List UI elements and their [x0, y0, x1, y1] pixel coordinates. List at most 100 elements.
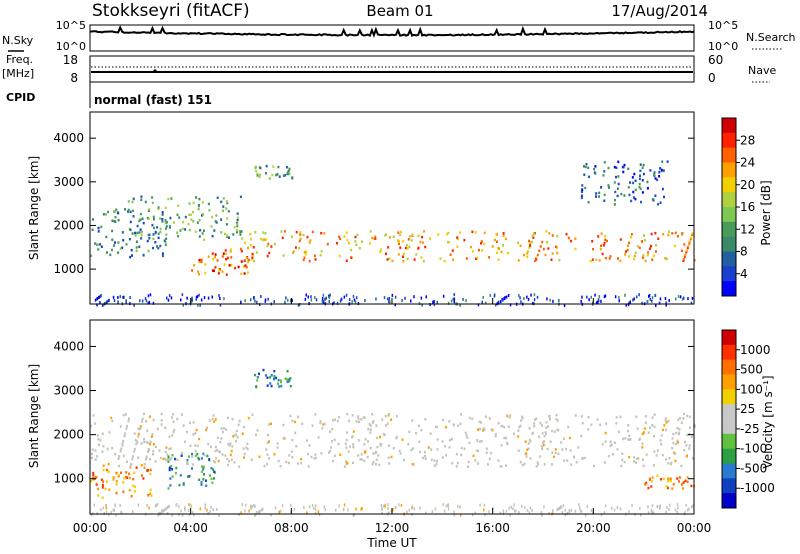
- data-cell: [147, 301, 149, 305]
- data-cell: [139, 218, 142, 221]
- data-cell: [167, 298, 170, 302]
- data-cell: [95, 483, 98, 486]
- data-cell: [457, 505, 459, 508]
- data-cell: [195, 428, 198, 432]
- colorbar-swatch: [722, 147, 736, 163]
- data-cell: [126, 476, 129, 479]
- colorbar-swatch: [722, 448, 736, 464]
- data-cell: [542, 443, 545, 447]
- data-cell: [651, 423, 654, 427]
- data-cell: [502, 244, 504, 247]
- data-cell: [397, 253, 400, 256]
- data-cell: [541, 424, 543, 427]
- data-cell: [226, 256, 229, 260]
- data-cell: [688, 447, 691, 450]
- data-cell: [497, 246, 500, 250]
- data-cell: [237, 265, 240, 269]
- data-cell: [671, 487, 674, 490]
- data-cell: [500, 425, 503, 428]
- data-cell: [625, 303, 627, 307]
- data-cell: [591, 240, 594, 243]
- data-cell: [148, 208, 151, 211]
- data-cell: [524, 506, 526, 510]
- data-cell: [417, 234, 420, 238]
- data-cell: [611, 506, 613, 510]
- data-cell: [258, 455, 261, 458]
- data-cell: [247, 258, 250, 262]
- data-cell: [198, 258, 201, 262]
- data-cell: [110, 416, 113, 420]
- data-cell: [270, 373, 273, 377]
- data-cell: [376, 445, 379, 449]
- data-cell: [590, 295, 592, 299]
- data-cell: [603, 461, 606, 464]
- data-cell: [686, 480, 689, 483]
- data-cell: [483, 231, 486, 235]
- data-cell: [371, 462, 374, 466]
- data-cell: [188, 202, 191, 205]
- data-cell: [562, 437, 565, 440]
- data-cell: [159, 227, 162, 231]
- data-cell: [236, 222, 239, 226]
- data-cell: [205, 479, 207, 482]
- data-cell: [587, 428, 590, 431]
- data-cell: [651, 416, 654, 419]
- data-cell: [678, 480, 680, 483]
- data-cell: [595, 258, 598, 261]
- data-cell: [280, 380, 282, 384]
- data-cell: [262, 368, 265, 372]
- data-cell: [563, 304, 566, 307]
- data-cell: [176, 231, 179, 234]
- data-cell: [202, 478, 205, 481]
- data-cell: [519, 424, 522, 428]
- data-cell: [662, 169, 665, 172]
- data-cell: [126, 460, 128, 464]
- data-cell: [164, 243, 167, 247]
- data-cell: [447, 301, 450, 305]
- data-cell: [90, 456, 93, 460]
- data-cell: [336, 301, 339, 305]
- data-cell: [171, 475, 174, 478]
- data-cell: [631, 176, 634, 179]
- data-cell: [340, 297, 343, 301]
- data-cell: [666, 506, 668, 509]
- data-cell: [194, 449, 197, 453]
- data-cell: [472, 513, 474, 517]
- data-cell: [303, 506, 305, 510]
- data-cell: [310, 295, 312, 299]
- data-cell: [629, 181, 632, 184]
- data-cell: [633, 254, 636, 258]
- data-cell: [600, 186, 603, 189]
- data-cell: [197, 270, 199, 273]
- data-cell: [297, 415, 299, 419]
- data-cell: [189, 213, 192, 216]
- data-cell: [226, 217, 229, 220]
- data-cell: [171, 468, 174, 471]
- data-cell: [125, 427, 128, 430]
- data-cell: [321, 299, 324, 303]
- data-cell: [487, 463, 489, 466]
- data-cell: [166, 458, 169, 462]
- data-cell: [462, 297, 464, 301]
- data-cell: [359, 458, 362, 461]
- data-cell: [108, 298, 110, 302]
- data-cell: [546, 241, 549, 244]
- data-cell: [447, 503, 449, 507]
- colorbar-tick-label: -100: [740, 442, 767, 456]
- data-cell: [638, 182, 641, 186]
- data-cell: [287, 298, 289, 302]
- data-cell: [259, 509, 261, 513]
- data-cell: [523, 462, 526, 466]
- data-cell: [411, 419, 414, 422]
- data-cell: [157, 513, 159, 517]
- data-cell: [310, 298, 313, 302]
- data-cell: [254, 514, 256, 517]
- data-cell: [686, 454, 688, 457]
- data-cell: [665, 421, 668, 424]
- data-cell: [331, 440, 333, 443]
- data-cell: [113, 210, 116, 214]
- data-cell: [291, 438, 294, 442]
- data-cell: [457, 424, 460, 427]
- data-cell: [182, 303, 184, 307]
- velocity-ylabel: Slant Range [km]: [27, 364, 41, 468]
